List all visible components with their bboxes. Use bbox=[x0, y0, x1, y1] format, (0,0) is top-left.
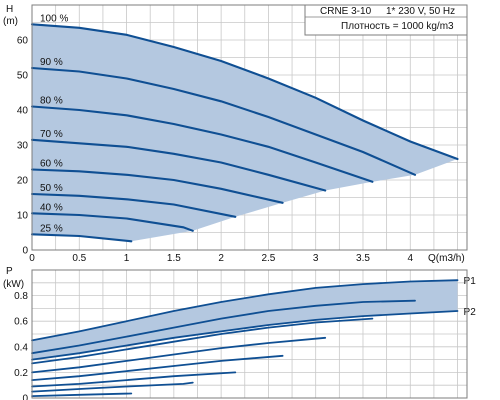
power-y-unit: (kW) bbox=[3, 279, 24, 290]
curve-50 bbox=[30, 192, 237, 218]
x-tick-label: 3 bbox=[313, 253, 319, 264]
curve-series-6 bbox=[31, 371, 237, 388]
curve-label-90: 90 % bbox=[40, 57, 63, 68]
curve-label-60: 60 % bbox=[40, 159, 63, 170]
curve-series-3 bbox=[31, 317, 374, 365]
y-tick-label: 50 bbox=[17, 71, 29, 82]
y-tick-label: 10 bbox=[17, 211, 29, 222]
curve-p2 bbox=[31, 310, 459, 361]
power-chart-grid bbox=[32, 270, 467, 398]
curve-label-80: 80 % bbox=[40, 96, 63, 107]
curve-100 bbox=[30, 23, 459, 161]
fluid-density: Плотность = 1000 kg/m3 bbox=[341, 21, 454, 32]
power-operating-envelope bbox=[32, 280, 458, 397]
y-tick-label: 0.8 bbox=[14, 291, 28, 302]
head-y-unit: (m) bbox=[3, 16, 18, 27]
y-tick-label: 0.6 bbox=[14, 317, 28, 328]
curve-label-100: 100 % bbox=[40, 13, 68, 24]
head-curves bbox=[30, 23, 459, 243]
curve-label-70: 70 % bbox=[40, 129, 63, 140]
curve-40 bbox=[30, 212, 194, 232]
head-y-label: H bbox=[6, 4, 13, 15]
y-tick-label: 0 bbox=[22, 394, 28, 400]
curve-label-p1: P1 bbox=[464, 276, 477, 287]
curve-series-5 bbox=[31, 354, 284, 381]
pump-supply: 1* 230 V, 50 Hz bbox=[386, 6, 455, 17]
curve-label-40: 40 % bbox=[40, 202, 63, 213]
curve-label-p2: P2 bbox=[464, 307, 477, 318]
info-box bbox=[304, 4, 468, 36]
curve-series-4 bbox=[31, 336, 327, 374]
y-tick-label: 60 bbox=[17, 36, 29, 47]
power-y-label: P bbox=[6, 266, 13, 277]
power-y-ticks: 0 0.2 0.4 0.6 0.8 bbox=[14, 291, 28, 400]
x-tick-label: 4 bbox=[407, 253, 413, 264]
power-curve-labels: P1 P2 bbox=[464, 276, 477, 318]
pump-model: CRNE 3-10 bbox=[320, 6, 372, 17]
head-y-ticks: 0 10 20 30 40 50 60 bbox=[17, 36, 29, 257]
curve-series-7 bbox=[31, 381, 194, 393]
power-chart-frame bbox=[31, 269, 468, 399]
y-tick-label: 40 bbox=[17, 106, 29, 117]
head-curve-labels: 100 % 90 % 80 % 70 % 60 % 50 % 40 % 25 % bbox=[40, 13, 68, 234]
curve-80 bbox=[30, 105, 374, 183]
curve-60 bbox=[30, 168, 284, 204]
curve-label-50: 50 % bbox=[40, 183, 63, 194]
power-curves bbox=[31, 279, 459, 397]
x-tick-label: 0.5 bbox=[72, 253, 86, 264]
head-x-ticks: 0 0.5 1 1.5 2 2.5 3 3.5 4 bbox=[29, 253, 413, 264]
curve-90 bbox=[30, 66, 417, 176]
x-tick-label: 2.5 bbox=[261, 253, 275, 264]
y-tick-label: 0.2 bbox=[14, 368, 28, 379]
y-tick-label: 0 bbox=[22, 246, 28, 257]
head-x-label: Q(m3/h) bbox=[428, 253, 465, 264]
y-tick-label: 0.4 bbox=[14, 342, 28, 353]
x-tick-label: 0 bbox=[29, 253, 35, 264]
curve-25 bbox=[30, 233, 133, 243]
x-tick-label: 1 bbox=[124, 253, 130, 264]
curve-series-8 bbox=[31, 392, 133, 397]
x-tick-label: 2 bbox=[218, 253, 224, 264]
x-tick-label: 3.5 bbox=[356, 253, 370, 264]
y-tick-label: 30 bbox=[17, 141, 29, 152]
curve-label-25: 25 % bbox=[40, 223, 63, 234]
curve-series-2 bbox=[31, 299, 416, 355]
y-tick-label: 20 bbox=[17, 176, 29, 187]
head-chart-frame bbox=[31, 4, 468, 251]
head-operating-envelope bbox=[32, 24, 458, 242]
x-tick-label: 1.5 bbox=[167, 253, 181, 264]
curve-p1 bbox=[31, 279, 459, 342]
curve-70 bbox=[30, 138, 327, 192]
